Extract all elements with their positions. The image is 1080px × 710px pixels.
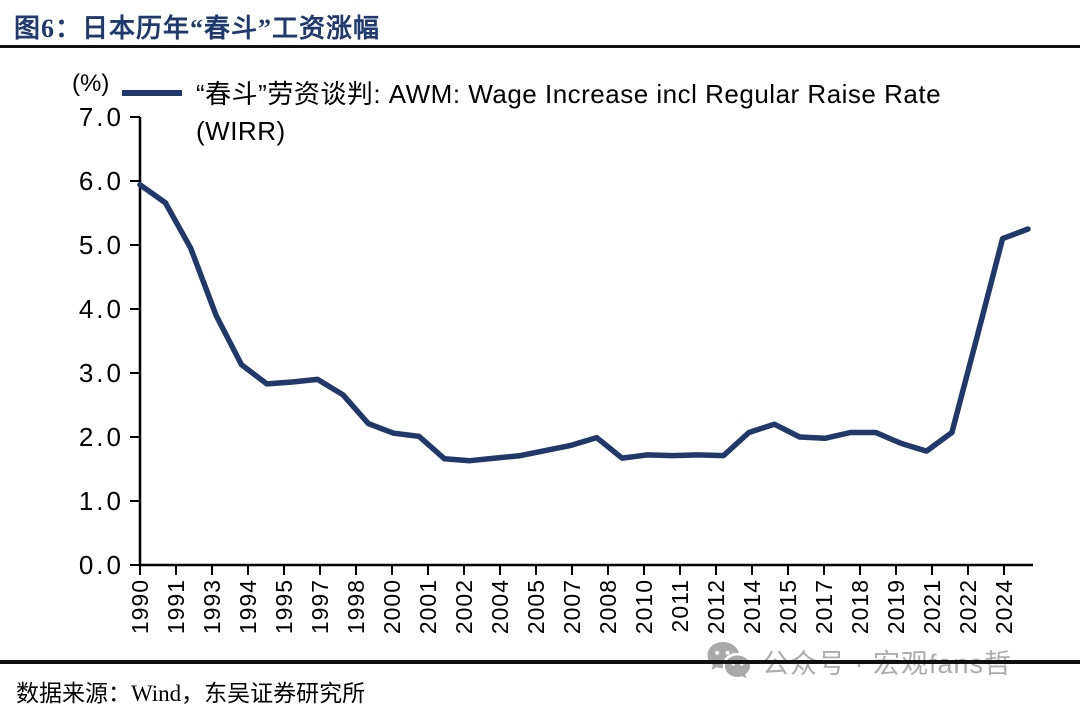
- data-source-note: 数据来源：Wind，东吴证券研究所: [16, 681, 366, 706]
- x-tick-label: 2001: [415, 579, 441, 634]
- title-divider-line: [0, 45, 1080, 48]
- x-tick-label: 2017: [811, 579, 837, 634]
- y-axis-unit-label: (%): [72, 70, 110, 97]
- x-tick-label: 2002: [451, 579, 477, 634]
- x-tick-label: 1991: [163, 579, 189, 634]
- x-tick-label: 1990: [127, 579, 153, 634]
- y-tick-label: 4.0: [79, 294, 124, 324]
- chart-legend: “春斗”劳资谈判: AWM: Wage Increase incl Regula…: [122, 76, 1016, 150]
- footer-divider-line: [0, 660, 1080, 664]
- x-tick-label: 2019: [883, 579, 909, 634]
- x-tick-label: 2018: [847, 579, 873, 634]
- x-tick-label: 1997: [307, 579, 333, 634]
- x-tick-label: 2011: [667, 579, 693, 632]
- x-tick-label: 1993: [199, 579, 225, 634]
- x-tick-label: 2014: [739, 579, 765, 634]
- y-tick-label: 6.0: [79, 166, 124, 196]
- y-tick-label: 1.0: [79, 486, 124, 516]
- x-tick-label: 2024: [991, 579, 1017, 634]
- legend-line-swatch: [122, 90, 182, 96]
- y-tick-label: 2.0: [79, 422, 124, 452]
- x-tick-label: 2010: [631, 579, 657, 634]
- data-line-wirr: [137, 182, 1031, 464]
- x-tick-label: 2008: [595, 579, 621, 634]
- x-tick-label: 2012: [703, 579, 729, 634]
- y-tick-label: 0.0: [79, 550, 124, 580]
- figure-title: 图6：日本历年“春斗”工资涨幅: [14, 14, 381, 43]
- x-tick-label: 1994: [235, 579, 261, 634]
- legend-label: “春斗”劳资谈判: AWM: Wage Increase incl Regula…: [196, 79, 942, 146]
- y-tick-label: 7.0: [79, 102, 124, 132]
- x-tick-label: 2007: [559, 579, 585, 634]
- y-tick-label: 3.0: [79, 358, 124, 388]
- x-tick-label: 2000: [379, 579, 405, 634]
- x-tick-label: 2021: [919, 579, 945, 634]
- x-tick-label: 1995: [271, 579, 297, 634]
- x-tick-label: 2005: [523, 579, 549, 634]
- x-tick-label: 1998: [343, 579, 369, 634]
- x-tick-label: 2004: [487, 579, 513, 634]
- y-tick-label: 5.0: [79, 230, 124, 260]
- x-tick-label: 2022: [955, 579, 981, 634]
- x-tick-label: 2015: [775, 579, 801, 634]
